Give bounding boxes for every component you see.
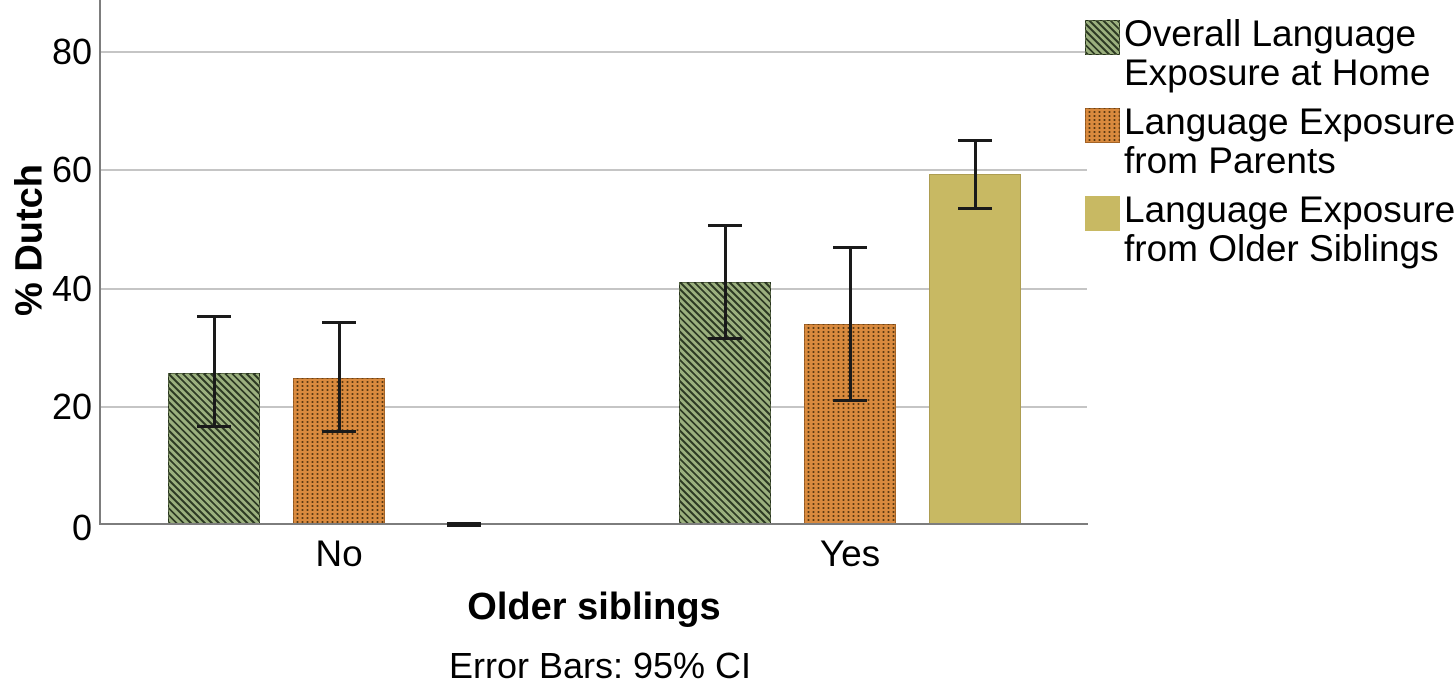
legend-label-line: Language Exposure [1124, 101, 1456, 142]
legend-label-line: Language Exposure [1124, 189, 1456, 230]
y-tick-label: 80 [51, 31, 92, 73]
legend-label-line: from Parents [1124, 140, 1336, 181]
gridline [100, 287, 1087, 290]
gridline [100, 169, 1087, 172]
legend-label-line: Overall Language [1124, 13, 1417, 54]
legend-label: Language Exposure from Parents [1124, 102, 1455, 180]
error-bar-cap [708, 336, 742, 340]
legend-label-line: Exposure at Home [1124, 52, 1431, 93]
error-bar-cap [958, 138, 992, 142]
x-tick-label: No [315, 533, 363, 574]
legend-entry: Language Exposure from Older Siblings [1085, 190, 1456, 268]
error-bar-cap [833, 245, 867, 249]
y-tick-label: 40 [51, 267, 92, 309]
gridline [100, 51, 1087, 54]
gridline [100, 405, 1087, 408]
error-bar-cap [197, 315, 231, 319]
y-tick-label: 0 [71, 507, 92, 548]
y-tick-label: 60 [51, 149, 92, 191]
error-bar-line [848, 247, 852, 401]
legend: Overall Language Exposure at Home Language… [1085, 14, 1456, 278]
diagonal-hatch-swatch-icon [1085, 20, 1120, 55]
y-axis-title: % Dutch [8, 164, 51, 316]
y-axis-line [99, 0, 101, 525]
legend-entry: Overall Language Exposure at Home [1085, 14, 1456, 92]
y-tick-label: 20 [51, 385, 92, 427]
x-tick-label: Yes [819, 533, 881, 574]
error-bar-cap [833, 399, 867, 403]
plot-area [99, 0, 1088, 527]
error-bar-cap [447, 523, 481, 527]
error-bar-line [337, 322, 341, 432]
legend-entry: Language Exposure from Parents [1085, 102, 1456, 180]
error-bar-line [973, 140, 977, 209]
error-bar-cap [322, 430, 356, 434]
error-bar-cap [708, 224, 742, 228]
solid-swatch-icon [1085, 196, 1120, 231]
error-bar-cap [197, 425, 231, 429]
error-bar-line [723, 225, 727, 339]
error-bar-cap [447, 521, 481, 525]
legend-label: Language Exposure from Older Siblings [1124, 190, 1455, 268]
x-axis-line [99, 523, 1088, 525]
legend-label: Overall Language Exposure at Home [1124, 14, 1430, 92]
error-bar-cap [958, 206, 992, 210]
x-axis-title: Older siblings [467, 586, 721, 628]
dots-swatch-icon [1085, 108, 1120, 143]
bar [929, 174, 1021, 525]
error-bar-cap [322, 320, 356, 324]
error-bar-line [212, 316, 216, 427]
legend-label-line: from Older Siblings [1124, 228, 1439, 269]
error-bars-caption: Error Bars: 95% CI [448, 645, 752, 686]
